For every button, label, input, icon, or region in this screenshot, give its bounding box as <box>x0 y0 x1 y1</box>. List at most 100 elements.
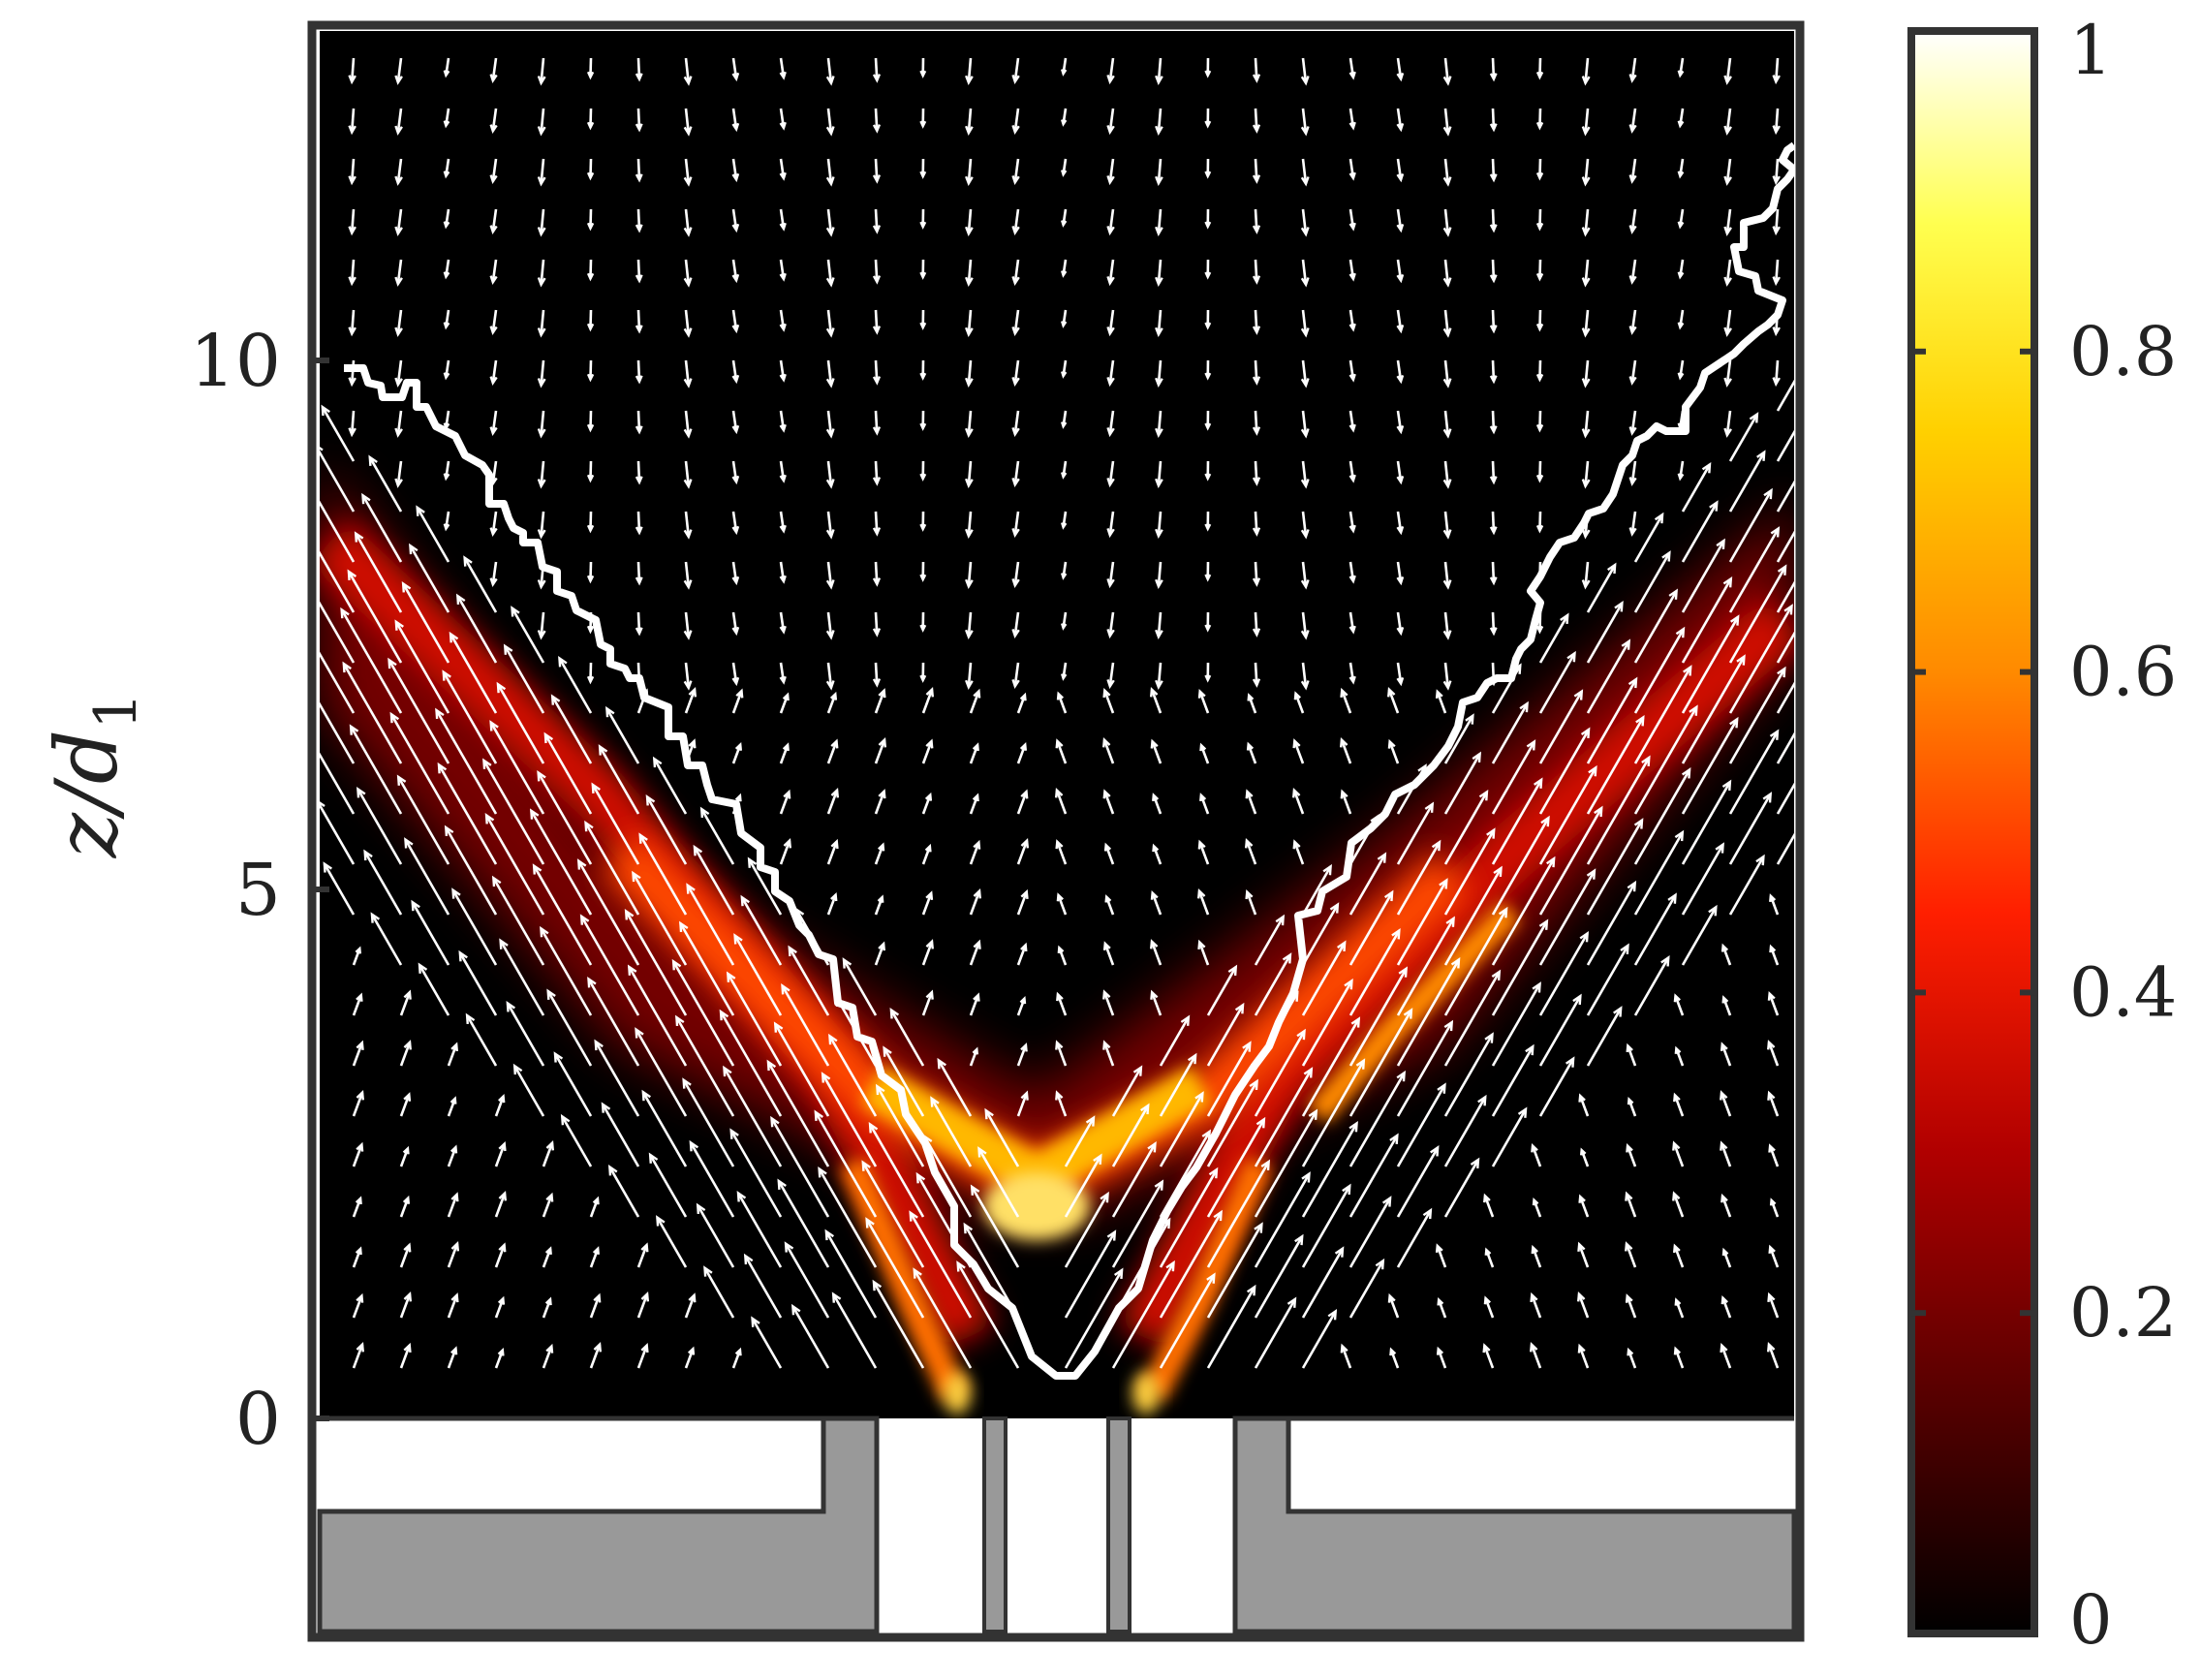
velocity-arrow-head <box>872 275 882 285</box>
velocity-arrow <box>1491 561 1496 583</box>
velocity-arrow-head <box>1348 1120 1358 1133</box>
velocity-arrow-head <box>783 789 791 799</box>
velocity-arrow <box>636 561 641 583</box>
velocity-arrow-head <box>1061 472 1068 480</box>
velocity-arrow-head <box>1783 604 1793 615</box>
velocity-arrow-head <box>919 322 927 330</box>
velocity-arrow <box>396 108 403 134</box>
velocity-arrow-head <box>1204 120 1212 129</box>
velocity-arrow-head <box>909 1210 918 1222</box>
velocity-arrow-head <box>1300 176 1310 187</box>
velocity-arrow-head <box>416 505 425 516</box>
velocity-arrow-head <box>1442 630 1452 640</box>
velocity-arrow <box>1584 108 1590 134</box>
velocity-arrow-head <box>355 946 362 954</box>
velocity-arrow <box>727 973 783 1067</box>
velocity-arrow-head <box>1011 477 1020 487</box>
colorbar-tick-label: 0.8 <box>2069 312 2177 391</box>
velocity-arrow-head <box>731 324 740 334</box>
velocity-arrow <box>537 771 593 865</box>
velocity-arrow-head <box>1260 1159 1271 1171</box>
velocity-arrow <box>447 1098 456 1117</box>
velocity-arrow-head <box>638 832 648 844</box>
velocity-arrow-head <box>1540 815 1550 827</box>
velocity-arrow <box>814 1111 878 1218</box>
velocity-arrow <box>1157 460 1162 486</box>
velocity-arrow-head <box>1056 691 1065 700</box>
velocity-arrow-head <box>1578 1194 1586 1203</box>
nozzle-right-top-plate <box>1286 1416 1794 1514</box>
velocity-arrow <box>832 1293 878 1369</box>
velocity-arrow <box>540 309 545 335</box>
velocity-arrow-head <box>1020 888 1029 900</box>
velocity-arrow-head <box>586 575 595 584</box>
velocity-arrow <box>703 1267 735 1319</box>
velocity-arrow <box>418 964 450 1016</box>
velocity-arrow-head <box>586 272 595 282</box>
velocity-arrow-head <box>558 655 568 668</box>
velocity-arrow <box>1672 1193 1685 1218</box>
velocity-arrow-head <box>607 1164 618 1176</box>
velocity-arrow <box>826 611 833 638</box>
velocity-arrow <box>1108 57 1115 82</box>
velocity-arrow <box>1348 1009 1413 1117</box>
velocity-arrow <box>656 1216 688 1268</box>
velocity-arrow <box>1443 158 1450 185</box>
velocity-arrow-head <box>394 478 403 488</box>
velocity-arrow <box>540 410 545 436</box>
velocity-arrow <box>731 744 742 764</box>
velocity-arrow <box>1157 511 1162 537</box>
velocity-arrow <box>1484 1297 1495 1319</box>
velocity-arrow <box>1720 1142 1732 1167</box>
velocity-arrow <box>779 57 786 78</box>
velocity-arrow <box>1396 108 1403 130</box>
velocity-arrow-head <box>1396 476 1405 485</box>
velocity-arrow <box>684 108 691 135</box>
velocity-arrow <box>641 1091 688 1167</box>
velocity-arrow-head <box>605 705 615 718</box>
velocity-arrow <box>1770 1199 1780 1218</box>
velocity-arrow-head <box>348 377 356 388</box>
velocity-arrow-head <box>731 475 740 485</box>
velocity-arrow-head <box>1723 427 1732 438</box>
velocity-arrow-head <box>540 925 549 938</box>
velocity-arrow <box>969 994 980 1016</box>
velocity-arrow <box>1013 410 1020 435</box>
velocity-arrow <box>1538 108 1542 128</box>
velocity-arrow <box>352 1042 364 1067</box>
velocity-arrow-head <box>965 528 974 540</box>
velocity-arrow <box>496 683 545 764</box>
velocity-arrow <box>491 511 498 535</box>
velocity-arrow <box>733 934 783 1016</box>
velocity-arrow <box>1538 614 1569 664</box>
velocity-arrow-head <box>779 121 787 131</box>
velocity-arrow-head <box>443 523 450 532</box>
velocity-arrow-head <box>1055 839 1064 850</box>
velocity-arrow <box>494 1244 506 1268</box>
velocity-arrow-head <box>1627 1347 1634 1356</box>
velocity-arrow <box>1396 1209 1432 1268</box>
velocity-arrow <box>1396 511 1403 533</box>
velocity-arrow-head <box>591 782 601 793</box>
velocity-arrow <box>828 1035 878 1117</box>
velocity-arrow <box>320 802 356 865</box>
velocity-arrow <box>684 158 691 185</box>
velocity-arrow-head <box>545 1343 554 1353</box>
velocity-arrow-head <box>496 681 507 694</box>
velocity-arrow <box>779 208 786 230</box>
velocity-arrow <box>1150 941 1162 966</box>
velocity-arrow <box>1058 947 1068 966</box>
velocity-arrow <box>628 966 688 1067</box>
velocity-arrow-head <box>1149 687 1159 698</box>
velocity-arrow <box>686 884 735 966</box>
velocity-arrow-head <box>560 1113 571 1126</box>
velocity-arrow-head <box>1486 827 1496 839</box>
velocity-arrow <box>700 808 735 865</box>
velocity-arrow-head <box>411 899 420 912</box>
velocity-arrow <box>1443 1159 1480 1218</box>
velocity-arrow <box>1396 410 1403 432</box>
velocity-arrow-head <box>403 1291 413 1302</box>
velocity-arrow-head <box>1720 943 1729 952</box>
plot-frame <box>307 20 1805 1642</box>
velocity-arrow-head <box>394 619 404 631</box>
